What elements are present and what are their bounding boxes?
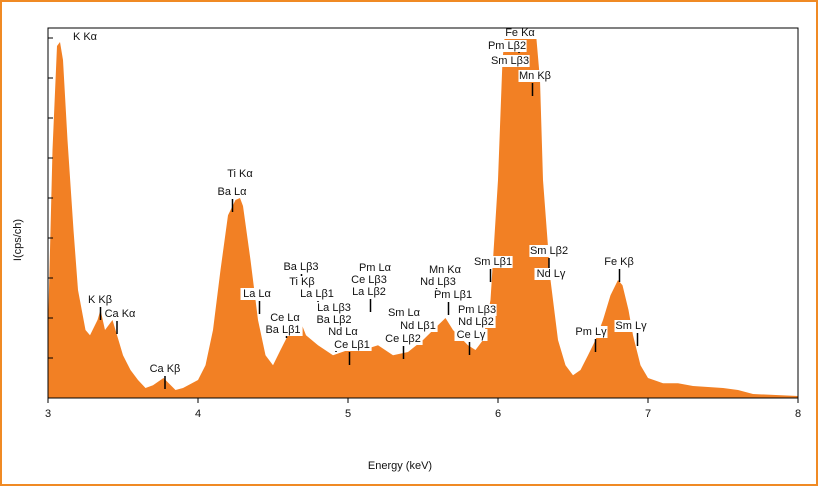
label-bg	[398, 320, 438, 332]
label-bg	[281, 261, 321, 273]
peak-label: Nd Lβ2	[458, 316, 494, 328]
label-bg	[285, 276, 319, 288]
peak-label: Sm Lβ1	[474, 256, 512, 268]
peak-label: Pm Lα	[359, 262, 392, 274]
label-bg	[86, 294, 114, 306]
label-bg	[358, 262, 392, 274]
peak-label: Nd Lγ	[537, 268, 566, 280]
label-bg	[332, 339, 372, 351]
peak-label: Ca Kα	[105, 308, 136, 320]
x-tick-label: 3	[45, 408, 51, 420]
peak-label: Ce Lα	[270, 312, 300, 324]
label-bg	[428, 264, 462, 276]
peak-label: Ba Lα	[218, 186, 248, 198]
spectrum-area	[48, 28, 798, 398]
peak-label: Sm Lβ2	[530, 245, 568, 257]
peak-label: K Kβ	[88, 294, 112, 306]
peak-label: Sm Lα	[388, 307, 421, 319]
x-tick-label: 5	[345, 408, 351, 420]
label-bg	[314, 314, 354, 326]
peak-label: Pm Lβ2	[488, 40, 526, 52]
peak-label: Ce Lγ	[457, 329, 486, 341]
label-bg	[614, 320, 648, 332]
label-bg	[148, 363, 182, 375]
plot-frame	[47, 27, 799, 399]
label-bg	[263, 324, 303, 336]
peak-label: Sm Lγ	[615, 320, 647, 332]
peak-label: K Kα	[73, 31, 98, 43]
label-bg	[574, 326, 608, 338]
peak-label: Pm Lβ3	[458, 304, 496, 316]
peak-label: Ti Kβ	[289, 276, 314, 288]
label-bg	[433, 289, 473, 301]
label-bg	[490, 55, 530, 67]
peak-label: Mn Kβ	[519, 70, 551, 82]
peak-label: Ce Lβ1	[334, 339, 370, 351]
label-bg	[223, 168, 257, 180]
label-bg	[487, 40, 527, 52]
peak-label: La Lβ3	[317, 302, 351, 314]
label-bg	[529, 245, 569, 257]
peak-label: Mn Kα	[429, 264, 462, 276]
peak-label: Nd Lβ3	[420, 276, 456, 288]
peak-label: Fe Kα	[505, 27, 535, 39]
label-bg	[473, 256, 513, 268]
label-bg	[383, 333, 423, 345]
peak-label: Ba Lβ1	[265, 324, 300, 336]
label-bg	[503, 27, 537, 39]
label-bg	[534, 268, 568, 280]
peak-label: Pm Lγ	[575, 326, 607, 338]
peak-label: Nd Lα	[328, 326, 358, 338]
label-bg	[240, 288, 274, 300]
label-bg	[387, 307, 421, 319]
x-tick-label: 4	[195, 408, 201, 420]
label-bg	[602, 256, 636, 268]
peak-label: La Lα	[243, 288, 271, 300]
label-bg	[456, 316, 496, 328]
label-bg	[418, 276, 458, 288]
label-bg	[518, 70, 552, 82]
label-bg	[349, 286, 389, 298]
label-bg	[457, 304, 497, 316]
peak-label: Ba Lβ2	[316, 314, 351, 326]
peak-label: Nd Lβ1	[400, 320, 436, 332]
label-bg	[454, 329, 488, 341]
peak-label: Fe Kβ	[604, 256, 634, 268]
label-bg	[103, 308, 137, 320]
label-bg	[297, 288, 337, 300]
label-bg	[268, 312, 302, 324]
peak-label: Ca Kβ	[150, 363, 181, 375]
label-bg	[326, 326, 360, 338]
y-axis-title: I(cps/ch)	[12, 219, 24, 261]
label-bg	[314, 302, 354, 314]
x-axis-title: Energy (keV)	[368, 460, 432, 472]
x-tick-label: 6	[495, 408, 501, 420]
label-bg	[215, 186, 249, 198]
peak-label: Sm Lβ3	[491, 55, 529, 67]
peak-label: Ce Lβ2	[385, 333, 421, 345]
peak-label: Pm Lβ1	[434, 289, 472, 301]
peak-label: La Lβ1	[300, 288, 334, 300]
x-tick-label: 7	[645, 408, 651, 420]
peak-label: Ba Lβ3	[283, 261, 318, 273]
peak-label: Ce Lβ3	[351, 274, 387, 286]
label-bg	[71, 31, 99, 43]
x-tick-label: 8	[795, 408, 801, 420]
label-bg	[349, 274, 389, 286]
peak-label: Ti Kα	[227, 168, 253, 180]
peak-label: La Lβ2	[352, 286, 386, 298]
